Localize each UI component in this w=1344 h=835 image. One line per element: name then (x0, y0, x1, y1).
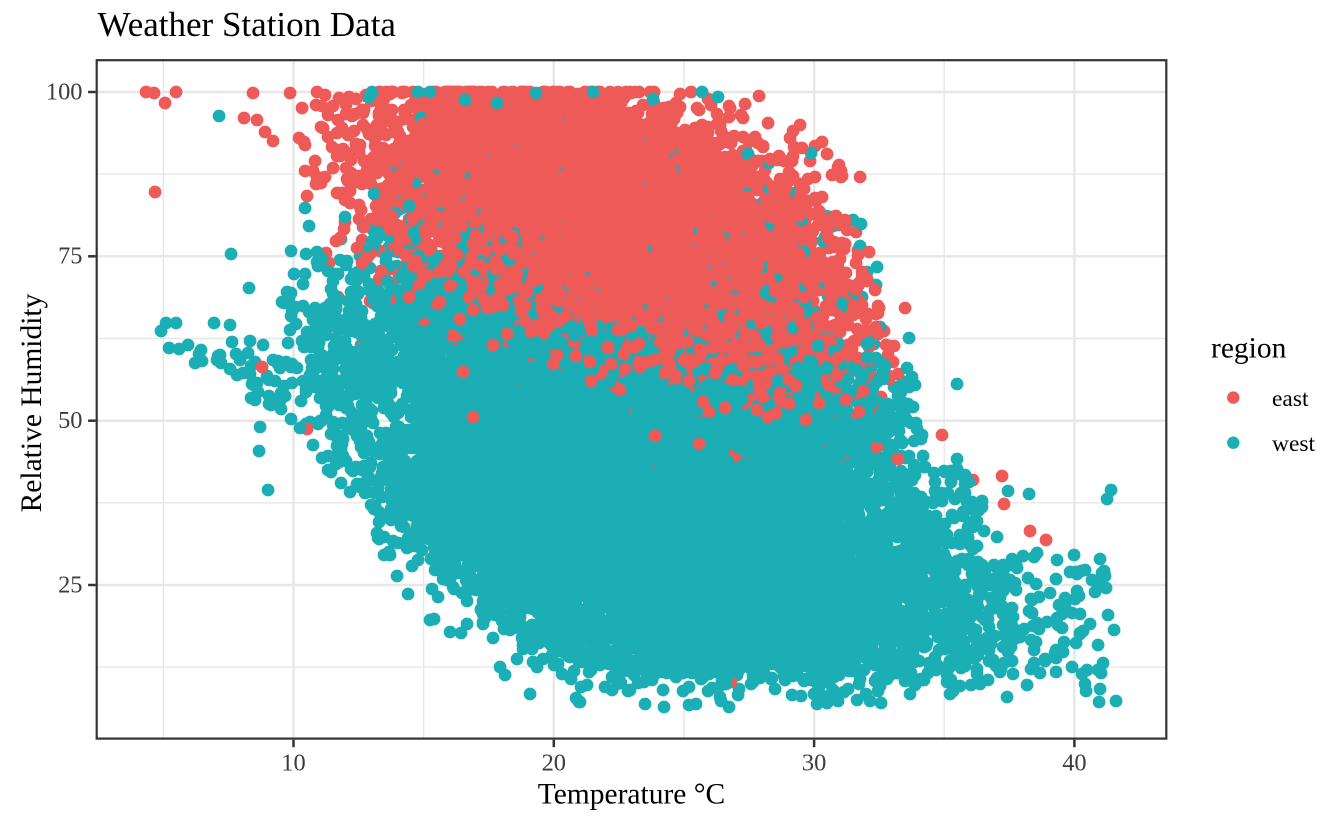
svg-text:30: 30 (802, 749, 826, 776)
svg-text:Relative Humidity: Relative Humidity (16, 293, 48, 512)
svg-text:10: 10 (281, 749, 305, 776)
svg-text:100: 100 (46, 78, 83, 105)
svg-text:east: east (1272, 386, 1309, 412)
svg-text:20: 20 (542, 749, 566, 776)
svg-text:west: west (1272, 431, 1316, 457)
svg-text:40: 40 (1062, 749, 1086, 776)
svg-text:75: 75 (58, 243, 82, 270)
svg-text:25: 25 (58, 571, 82, 598)
svg-text:region: region (1211, 333, 1287, 365)
svg-text:Weather Station Data: Weather Station Data (98, 5, 397, 44)
svg-text:Temperature °C: Temperature °C (538, 779, 725, 811)
svg-text:50: 50 (58, 407, 82, 434)
